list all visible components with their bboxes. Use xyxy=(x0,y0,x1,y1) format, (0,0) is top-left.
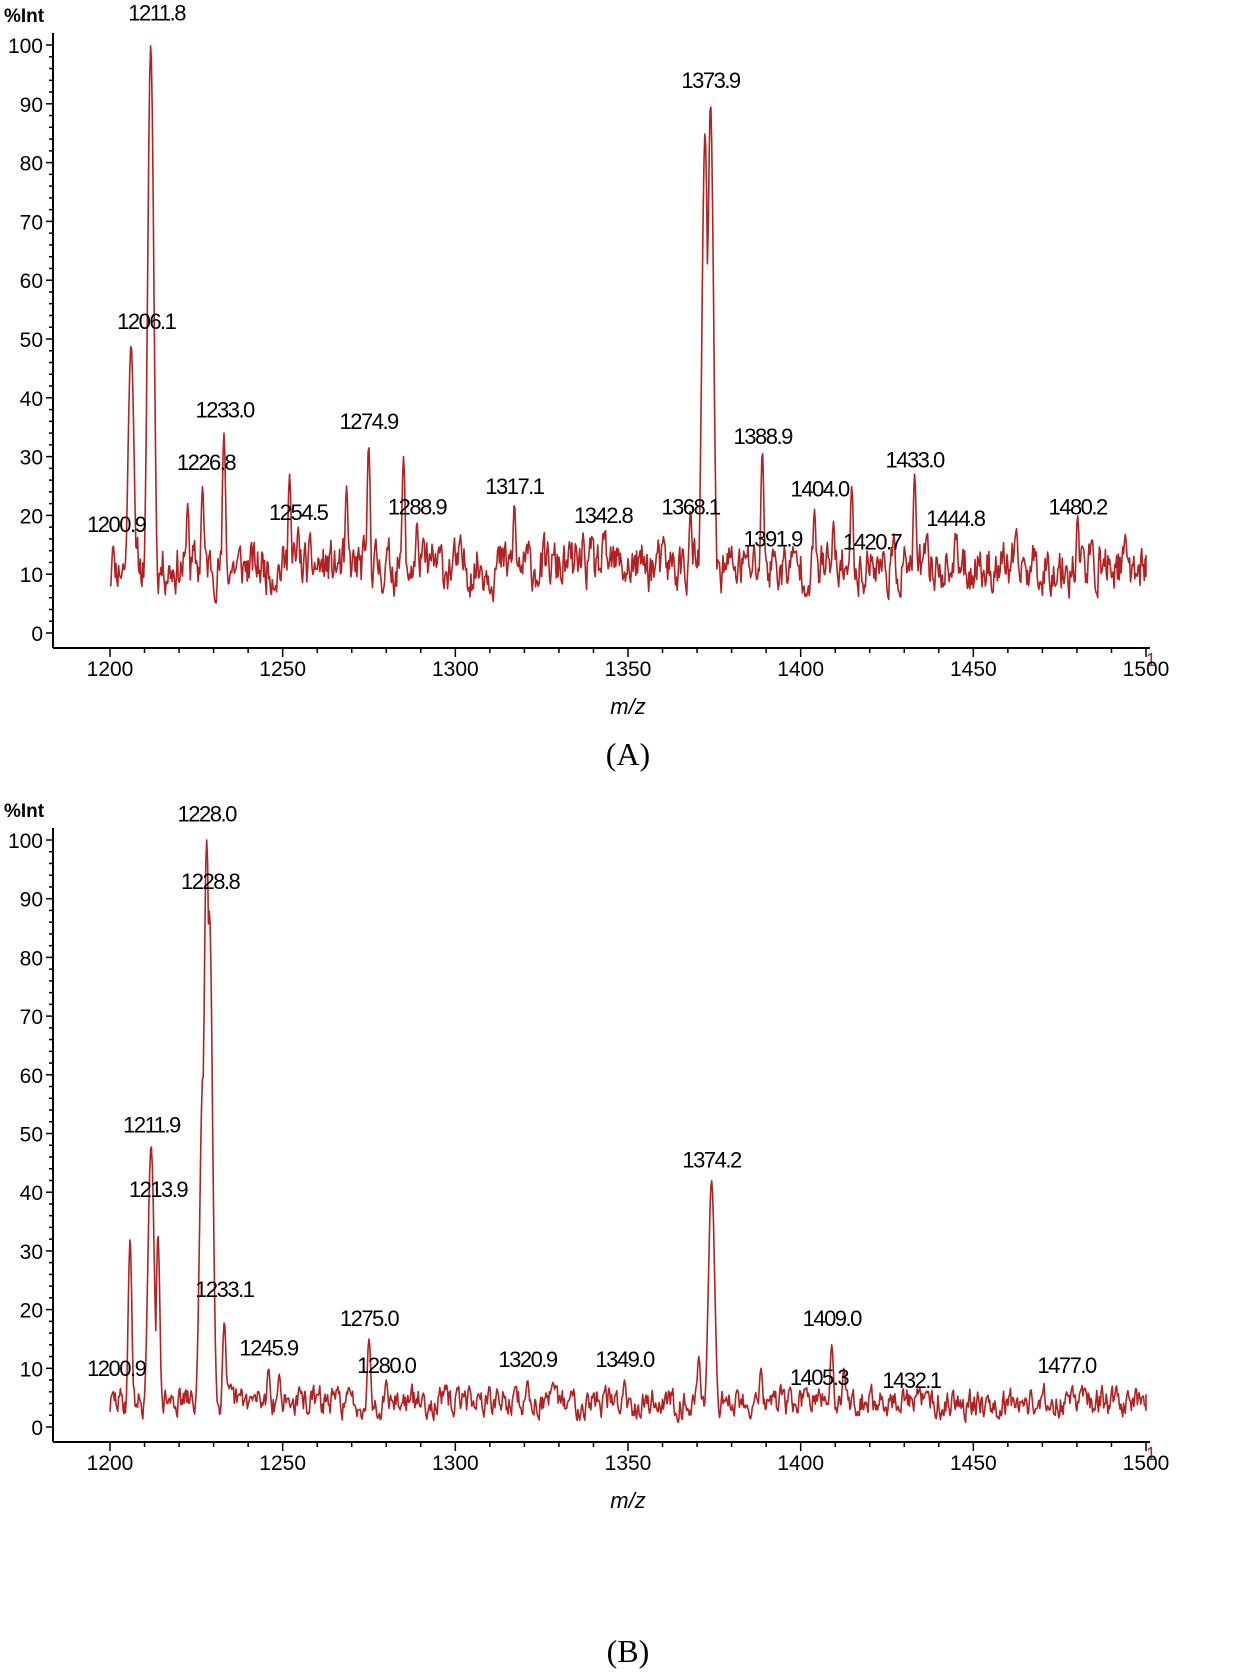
x-axis-title: m/z xyxy=(610,1488,645,1513)
peak-label: 1280.0 xyxy=(357,1353,417,1378)
y-tick-label: 40 xyxy=(20,388,43,411)
y-tick-label: 100 xyxy=(8,35,43,58)
peak-label: 1254.5 xyxy=(269,500,329,525)
x-tick-label: 1250 xyxy=(259,658,306,681)
x-axis-end-marker: 1 xyxy=(1146,650,1156,670)
peak-label: 1374.2 xyxy=(682,1148,742,1173)
y-tick-label: 80 xyxy=(20,947,43,970)
spectrum-panel-a: %Int m/z (A) 1 0 10 20 30 40 50 60 70 80 90 100 120… xyxy=(4,0,1169,772)
x-axis-end-marker: 1 xyxy=(1146,1444,1156,1464)
peak-label: 1317.1 xyxy=(485,474,545,499)
peak-label: 1228.8 xyxy=(181,869,241,894)
y-tick-label: 60 xyxy=(20,1065,43,1088)
y-tick-label: 10 xyxy=(20,1358,43,1381)
y-tick-label: 80 xyxy=(20,153,43,176)
y-tick-label: 0 xyxy=(31,1417,43,1440)
peak-label: 1433.0 xyxy=(885,447,945,472)
peak-label: 1391.9 xyxy=(744,527,804,552)
x-tick-label: 1500 xyxy=(1123,1452,1170,1475)
peak-label: 1349.0 xyxy=(595,1347,655,1372)
x-tick-label: 1200 xyxy=(87,1452,134,1475)
peak-label: 1274.9 xyxy=(340,409,400,434)
peak-label: 1480.2 xyxy=(1048,494,1108,519)
x-tick-label: 1350 xyxy=(605,1452,652,1475)
x-axis-title: m/z xyxy=(610,694,645,719)
y-tick-label: 30 xyxy=(20,1241,43,1264)
peak-label: 1233.0 xyxy=(196,397,256,422)
peak-label: 1404.0 xyxy=(791,477,851,502)
x-tick-label: 1250 xyxy=(259,1452,306,1475)
y-tick-label: 100 xyxy=(8,830,43,853)
peak-label: 1409.0 xyxy=(803,1306,863,1331)
peak-label: 1206.1 xyxy=(117,309,177,334)
x-tick-label: 1350 xyxy=(605,658,652,681)
panel-label: (A) xyxy=(606,736,650,772)
y-tick-label: 0 xyxy=(31,623,43,646)
peak-label: 1368.1 xyxy=(661,494,721,519)
peak-label: 1477.0 xyxy=(1037,1353,1097,1378)
peak-label: 1373.9 xyxy=(681,68,741,93)
x-tick-label: 1400 xyxy=(777,658,824,681)
peak-label: 1211.8 xyxy=(128,0,186,25)
y-tick-label: 40 xyxy=(20,1182,43,1205)
x-tick-label: 1400 xyxy=(777,1452,824,1475)
peak-label: 1211.9 xyxy=(123,1112,181,1137)
y-tick-label: 90 xyxy=(20,889,43,912)
peak-label: 1288.9 xyxy=(388,494,448,519)
x-tick-label: 1300 xyxy=(432,658,479,681)
y-tick-label: 70 xyxy=(20,211,43,234)
y-tick-label: 30 xyxy=(20,447,43,470)
y-tick-label: 10 xyxy=(20,564,43,587)
y-tick-label: 50 xyxy=(20,329,43,352)
y-tick-label: 20 xyxy=(20,1300,43,1323)
peak-label: 1342.8 xyxy=(574,503,634,528)
x-tick-label: 1300 xyxy=(432,1452,479,1475)
x-tick-label: 1450 xyxy=(950,1452,997,1475)
spectrum-trace xyxy=(109,839,1147,1424)
y-tick-label: 90 xyxy=(20,94,43,117)
peak-label: 1275.0 xyxy=(340,1306,400,1331)
y-axis-title: %Int xyxy=(4,6,45,27)
peak-label: 1213.9 xyxy=(129,1177,189,1202)
peak-label: 1405.3 xyxy=(790,1365,850,1390)
x-tick-label: 1500 xyxy=(1123,658,1170,681)
panel-label: (B) xyxy=(607,1633,650,1669)
x-tick-label: 1200 xyxy=(87,658,134,681)
peak-label: 1320.9 xyxy=(498,1347,558,1372)
y-tick-label: 50 xyxy=(20,1124,43,1147)
peak-label: 1200.9 xyxy=(87,512,147,537)
peak-label: 1432.1 xyxy=(882,1368,942,1393)
peak-label: 1200.9 xyxy=(87,1356,147,1381)
x-tick-label: 1450 xyxy=(950,658,997,681)
spectrum-trace xyxy=(109,45,1147,604)
y-tick-label: 20 xyxy=(20,505,43,528)
peak-label: 1226.8 xyxy=(177,450,237,475)
y-tick-label: 60 xyxy=(20,270,43,293)
spectrum-panel-b: %Int m/z (B) 1 0 10 20 30 40 50 60 70 80 90 100 120… xyxy=(4,801,1169,1669)
peak-label: 1245.9 xyxy=(239,1335,299,1360)
peak-label: 1228.0 xyxy=(178,801,238,826)
peak-label: 1233.1 xyxy=(195,1277,255,1302)
peak-label: 1420.7 xyxy=(843,530,903,555)
y-axis-title: %Int xyxy=(4,801,45,822)
y-tick-label: 70 xyxy=(20,1006,43,1029)
peak-label: 1388.9 xyxy=(734,424,794,449)
peak-label: 1444.8 xyxy=(926,506,986,531)
